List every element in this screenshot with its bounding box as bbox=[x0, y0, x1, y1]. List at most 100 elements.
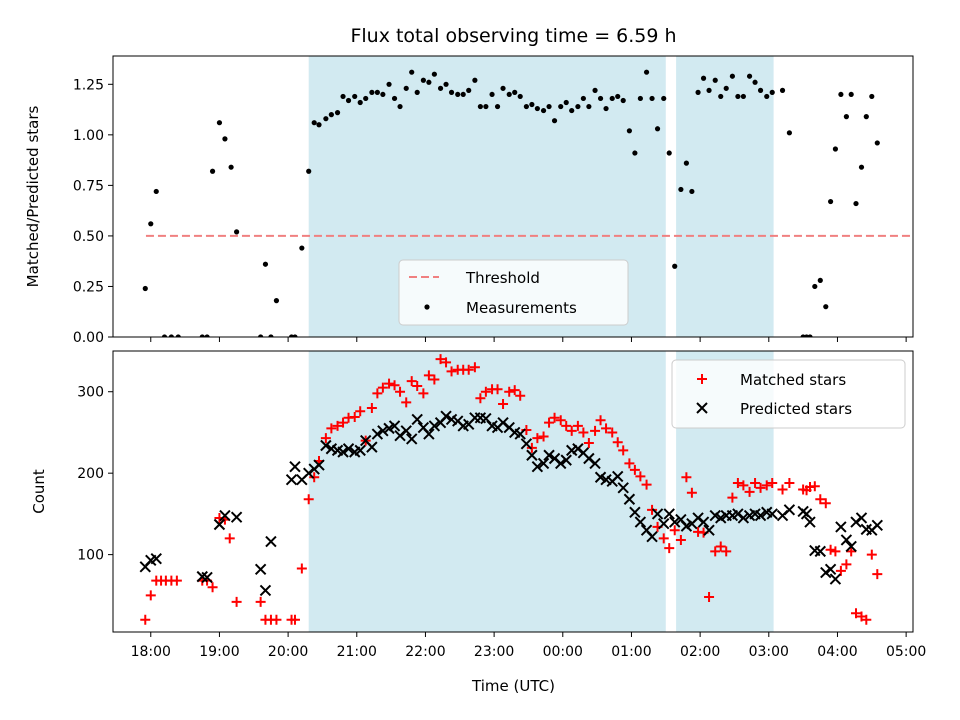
legend-1: Matched stars Predicted stars bbox=[671, 359, 906, 429]
data-point bbox=[727, 492, 738, 503]
data-point bbox=[234, 229, 240, 235]
data-point bbox=[583, 438, 594, 449]
data-point bbox=[712, 77, 718, 83]
data-point bbox=[558, 103, 564, 110]
data-point bbox=[323, 116, 329, 122]
data-point bbox=[689, 188, 695, 195]
data-point bbox=[723, 85, 729, 91]
data-point bbox=[258, 334, 264, 337]
data-point bbox=[328, 112, 334, 118]
data-point bbox=[500, 85, 506, 91]
data-point bbox=[543, 449, 555, 461]
data-point bbox=[455, 91, 461, 98]
data-point bbox=[629, 464, 640, 475]
data-point bbox=[555, 457, 567, 470]
data-point bbox=[866, 549, 877, 560]
data-point bbox=[477, 103, 483, 110]
data-point bbox=[377, 382, 388, 393]
data-point bbox=[824, 563, 837, 575]
data-point bbox=[681, 472, 692, 483]
data-point bbox=[872, 569, 883, 580]
data-point bbox=[313, 459, 325, 471]
data-point bbox=[700, 75, 707, 81]
data-point bbox=[219, 509, 231, 522]
data-point bbox=[703, 524, 715, 536]
data-point bbox=[672, 263, 678, 269]
x-tick-label: 02:00 bbox=[680, 644, 720, 660]
data-point bbox=[607, 427, 618, 438]
data-point bbox=[746, 73, 753, 79]
data-point bbox=[586, 103, 592, 110]
data-point bbox=[199, 334, 205, 337]
x-tick-label: 19:00 bbox=[199, 644, 239, 660]
data-point bbox=[661, 95, 667, 102]
legend-measurements-label: Measurements bbox=[466, 299, 577, 317]
data-point bbox=[654, 126, 661, 132]
y-tick-label: 0.25 bbox=[73, 279, 104, 295]
data-point bbox=[374, 89, 380, 95]
data-point bbox=[504, 386, 515, 397]
data-point bbox=[494, 103, 501, 110]
data-point bbox=[718, 93, 724, 100]
data-point bbox=[423, 428, 435, 440]
data-point bbox=[395, 386, 406, 397]
data-point bbox=[740, 93, 746, 100]
data-point bbox=[483, 103, 489, 110]
data-point bbox=[440, 410, 452, 422]
data-point bbox=[209, 168, 216, 174]
x-tick-label: 04:00 bbox=[817, 644, 857, 660]
series-predicted-stars bbox=[139, 410, 883, 597]
data-point bbox=[555, 415, 566, 426]
data-point bbox=[352, 93, 358, 100]
data-point bbox=[326, 423, 337, 434]
data-point bbox=[861, 614, 872, 625]
y-tick-label: 1.00 bbox=[73, 128, 104, 144]
data-point bbox=[626, 128, 632, 134]
data-point bbox=[140, 614, 151, 625]
data-point bbox=[213, 518, 226, 531]
data-point bbox=[783, 504, 796, 516]
data-point bbox=[204, 334, 210, 337]
data-point bbox=[201, 571, 213, 584]
data-point bbox=[669, 516, 681, 528]
data-point bbox=[354, 444, 366, 457]
y-tick-label: 100 bbox=[77, 548, 104, 564]
data-point bbox=[337, 446, 349, 458]
data-point bbox=[841, 559, 852, 570]
data-point bbox=[649, 95, 655, 102]
data-point bbox=[832, 146, 839, 152]
data-point bbox=[380, 91, 386, 98]
data-point bbox=[423, 370, 434, 381]
data-point bbox=[863, 114, 869, 120]
legend-measurements-swatch bbox=[424, 304, 430, 310]
data-point bbox=[590, 425, 601, 436]
data-point bbox=[544, 417, 555, 428]
data-point bbox=[851, 608, 862, 619]
data-point bbox=[729, 73, 735, 79]
data-point bbox=[538, 431, 549, 442]
data-point bbox=[498, 398, 509, 409]
data-point bbox=[658, 517, 670, 530]
data-point bbox=[377, 425, 389, 437]
x-tick-label: 21:00 bbox=[337, 644, 377, 660]
data-point bbox=[845, 540, 857, 553]
data-point bbox=[817, 277, 823, 283]
data-point bbox=[632, 150, 638, 156]
data-point bbox=[617, 482, 629, 494]
data-point bbox=[384, 378, 395, 389]
data-point bbox=[306, 168, 312, 174]
observing-window-0-1 bbox=[676, 56, 774, 337]
data-point bbox=[563, 99, 569, 106]
data-point bbox=[815, 494, 826, 505]
data-point bbox=[537, 457, 550, 470]
data-point bbox=[589, 457, 601, 470]
data-point bbox=[431, 71, 437, 77]
data-point bbox=[766, 508, 778, 520]
data-point bbox=[273, 298, 280, 304]
data-point bbox=[549, 412, 560, 423]
data-point bbox=[560, 454, 572, 466]
data-point bbox=[386, 81, 392, 87]
data-point bbox=[145, 590, 156, 601]
data-point bbox=[697, 516, 710, 528]
data-point bbox=[517, 93, 523, 100]
